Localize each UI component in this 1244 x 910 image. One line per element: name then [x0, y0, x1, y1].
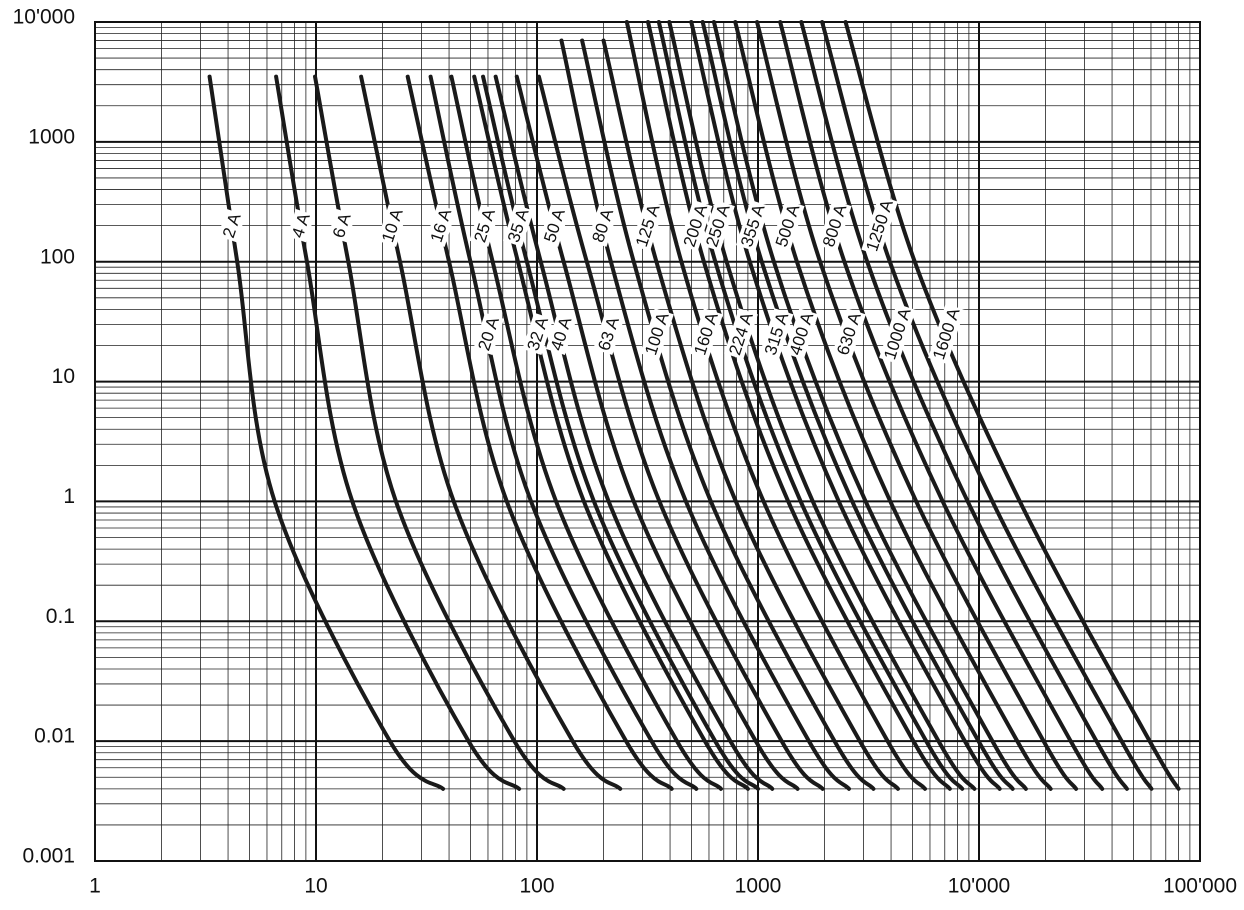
y-tick-label: 1000	[28, 125, 75, 148]
curve-label-group: 63 A	[593, 312, 625, 356]
fuse-curve	[481, 74, 760, 791]
curve-label-bg	[217, 208, 246, 243]
curve-label-group: 20 A	[473, 312, 505, 356]
fuse-curve	[514, 74, 800, 791]
curve-label-group: 224 A	[724, 308, 758, 360]
fuse-curve	[700, 20, 1015, 791]
fuse-curve	[689, 20, 1002, 791]
y-tick-label: 100	[40, 245, 75, 268]
fuse-curve	[359, 74, 623, 791]
curve-label-bg	[678, 199, 713, 252]
fuse-curve	[449, 74, 723, 791]
fuse-curve	[711, 20, 1028, 791]
curve-label-bg	[469, 204, 501, 247]
curve-label-bg	[287, 208, 315, 243]
curve-label-bg	[879, 303, 916, 365]
curve-label-bg	[587, 204, 619, 247]
curve-label-bg	[689, 308, 723, 360]
fuse-curve	[656, 20, 965, 791]
fuse-curve	[667, 20, 977, 791]
fuse-curve	[274, 74, 522, 791]
y-tick-label: 1	[63, 485, 75, 508]
curve-label-bg	[817, 199, 852, 252]
curve-label-bg	[861, 195, 898, 256]
y-tick-label: 0.1	[46, 605, 75, 628]
fuse-curve	[799, 20, 1129, 791]
curve-label-bg	[377, 204, 408, 247]
fuse-curve	[536, 74, 825, 791]
fuse-curve	[601, 38, 900, 791]
curve-label-bg	[770, 199, 805, 252]
curve-label-group: 160 A	[689, 308, 723, 360]
curve-label-bg	[701, 199, 735, 252]
fuse-curve	[646, 20, 952, 791]
curve-label-bg	[736, 199, 770, 252]
curve-label-bg	[784, 308, 819, 360]
y-tick-label: 0.001	[22, 845, 75, 868]
curve-label-group: 100 A	[640, 308, 674, 360]
curve-label-bg	[593, 312, 625, 356]
curve-label-bg	[832, 308, 866, 360]
curve-label-bg	[928, 303, 965, 365]
curve-label-bg	[640, 308, 674, 360]
curve-label-bg	[473, 312, 505, 356]
y-tick-label: 10	[52, 365, 75, 388]
curve-label-bg	[724, 308, 758, 360]
fuse-curve	[820, 20, 1154, 791]
fuse-curve	[755, 20, 1079, 791]
curve-label-bg	[630, 199, 665, 252]
x-tick-label: 10'000	[948, 875, 1010, 898]
fuse-curve	[472, 74, 750, 791]
curve-label-bg	[545, 312, 577, 356]
fuse-curve	[778, 20, 1105, 791]
fuse-curve	[313, 74, 566, 791]
fuse-curve	[580, 38, 876, 791]
curve-label-group: 6 A	[327, 208, 356, 243]
curve-label-bg	[539, 204, 570, 247]
x-tick-label: 1000	[735, 875, 782, 898]
curve-label-bg	[502, 204, 534, 247]
curve-label-group: 4 A	[287, 208, 315, 243]
fuse-curve	[559, 38, 851, 791]
fuse-curve	[428, 74, 699, 791]
fuse-curve	[405, 74, 674, 791]
curve-label-bg	[327, 208, 356, 243]
curve-label-group: 10 A	[377, 204, 408, 247]
curve-label-bg	[759, 308, 794, 360]
fuse-curve	[207, 74, 446, 791]
x-tick-label: 1	[89, 875, 101, 898]
curve-label: 160 A	[690, 310, 722, 358]
curve-label: 100 A	[641, 310, 673, 358]
fuse-curve	[493, 74, 775, 791]
curve-label-bg	[522, 312, 554, 356]
fuse-curve	[733, 20, 1053, 791]
fuse-curve	[624, 20, 928, 791]
x-tick-label: 10	[304, 875, 327, 898]
curve-label-group: 32 A	[522, 312, 554, 356]
curve-label-bg	[425, 204, 457, 247]
x-tick-label: 100	[519, 875, 554, 898]
y-tick-label: 0.01	[34, 725, 75, 748]
x-tick-label: 100'000	[1163, 875, 1237, 898]
curve-label-group: 2 A	[217, 208, 246, 243]
fuse-curve	[843, 20, 1181, 791]
y-tick-label: 10'000	[13, 6, 75, 29]
curve-label: 224 A	[725, 310, 757, 358]
